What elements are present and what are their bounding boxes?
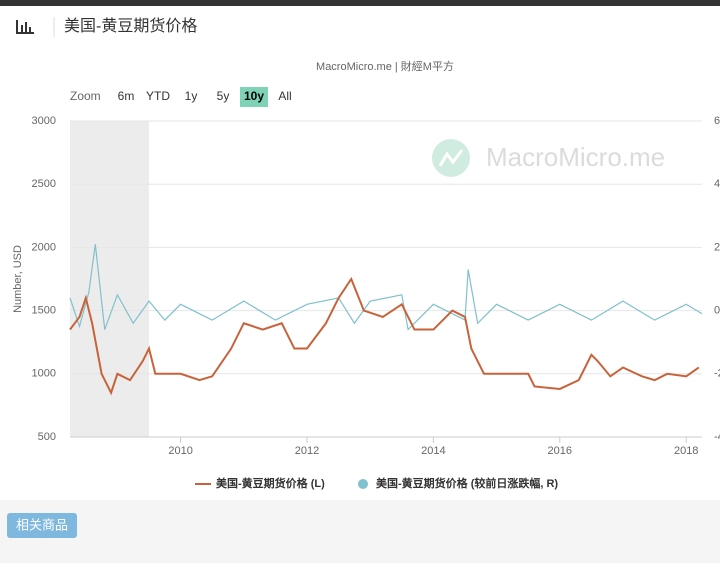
y-tick-label: 3000 [32, 115, 56, 127]
y2-tick-label: 0 [714, 305, 720, 317]
y-tick-label: 2500 [32, 178, 56, 190]
zoom-button[interactable]: 10y [244, 89, 264, 103]
watermark-text: MacroMicro.me [486, 142, 665, 172]
y2-tick-label: 6 [714, 115, 720, 127]
header [0, 6, 720, 46]
series-line [69, 244, 703, 331]
zoom-label: Zoom [70, 89, 101, 103]
x-tick-label: 2012 [295, 445, 319, 457]
y2-tick-label: -2 [714, 368, 720, 380]
watermark: MacroMicro.me [432, 139, 665, 177]
legend-label: 美国-黄豆期货价格 (L) [216, 476, 325, 490]
top-bar [0, 0, 720, 6]
zoom-button[interactable]: All [278, 89, 291, 103]
zoom-button[interactable]: 1y [185, 89, 198, 103]
y-tick-label: 2000 [32, 241, 56, 253]
chart-icon [16, 20, 34, 34]
series-line [69, 276, 700, 396]
legend: 美国-黄豆期货价格 (L) 美国-黄豆期货价格 (较前日涨跌幅, R) [195, 476, 558, 490]
y2-tick-label: -4 [714, 431, 720, 443]
y-axis-label: Number, USD [12, 245, 24, 313]
x-tick-label: 2018 [674, 445, 698, 457]
zoom-button[interactable]: 6m [118, 89, 135, 103]
plot: 500 1000 1500 2000 2500 3000 -4 -2 0 2 4 6 2010 2012 2… [32, 115, 720, 457]
zoom-buttons: 6m YTD 1y 5y 10y All [118, 87, 292, 107]
zoom-button[interactable]: YTD [146, 89, 170, 103]
x-tick-label: 2014 [421, 445, 445, 457]
y-tick-label: 500 [38, 431, 56, 443]
x-tick-label: 2016 [548, 445, 572, 457]
plot-band [70, 121, 149, 437]
related-button-text[interactable]: 相关商品 [16, 517, 68, 532]
zoom-button-bg[interactable] [240, 87, 268, 107]
y2-tick-label: 4 [714, 178, 720, 190]
y2-tick-label: 2 [714, 241, 720, 253]
legend-label: 美国-黄豆期货价格 (较前日涨跌幅, R) [376, 476, 558, 490]
zoom-button[interactable]: 5y [217, 89, 230, 103]
chart-subtitle: MacroMicro.me | 財經M平方 [316, 59, 454, 73]
y-tick-label: 1000 [32, 368, 56, 380]
legend-symbol [358, 479, 368, 489]
related-button[interactable] [7, 513, 77, 538]
y-tick-label: 1500 [32, 305, 56, 317]
x-tick-label: 2010 [168, 445, 192, 457]
header-title: 美国-黄豆期货价格 [64, 17, 197, 35]
